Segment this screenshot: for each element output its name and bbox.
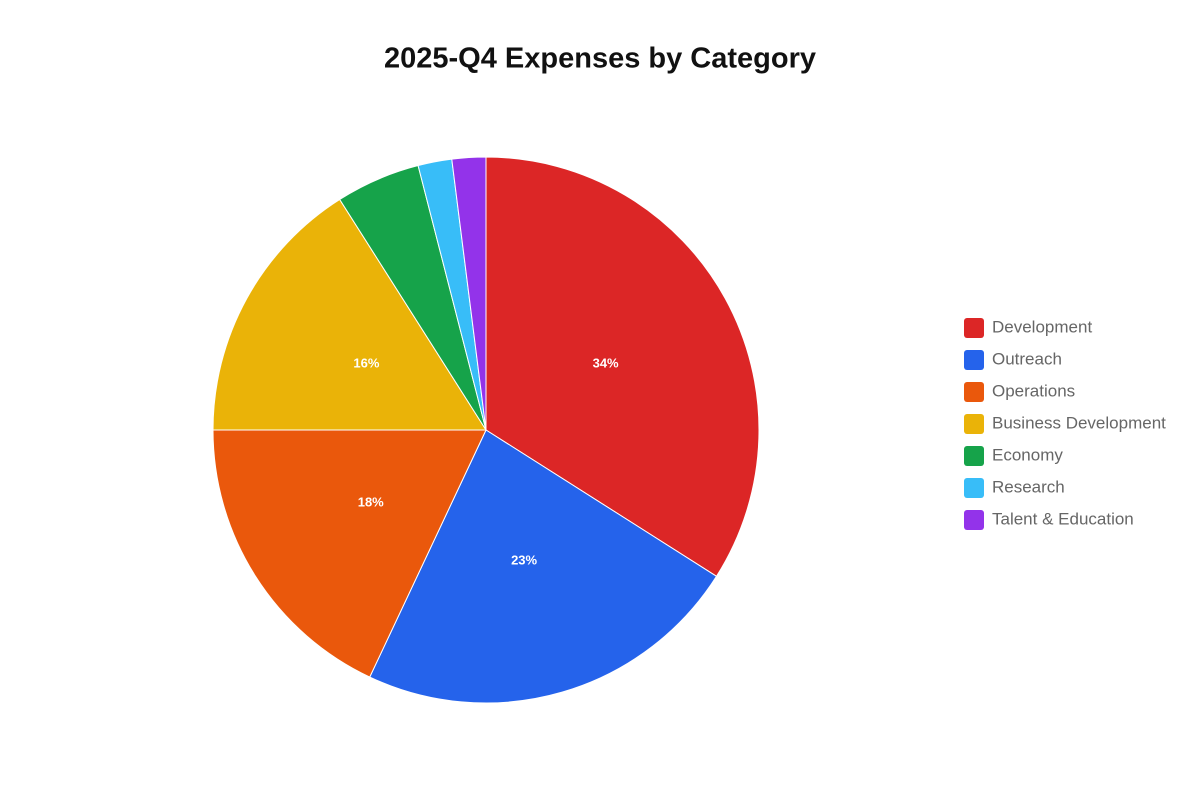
legend-swatch [964, 414, 984, 434]
pie-slice [485, 156, 760, 577]
legend-label: Economy [992, 445, 1063, 464]
legend-label: Business Development [992, 413, 1166, 432]
slice-label: 16% [353, 356, 379, 371]
legend-swatch [964, 350, 984, 370]
legend-label: Development [992, 317, 1092, 336]
legend-swatch [964, 382, 984, 402]
legend-swatch [964, 446, 984, 466]
legend-label: Outreach [992, 349, 1062, 368]
pie-slice [212, 429, 487, 678]
legend-swatch [964, 478, 984, 498]
slice-label: 23% [511, 553, 537, 568]
legend-label: Research [992, 477, 1065, 496]
legend-swatch [964, 318, 984, 338]
pie-slice [212, 198, 487, 431]
pie-slice [369, 429, 718, 704]
legend-swatch [964, 510, 984, 530]
slice-label: 34% [593, 356, 619, 371]
legend-label: Talent & Education [992, 509, 1134, 528]
pie-slice [451, 156, 487, 431]
slice-label: 18% [358, 495, 384, 510]
legend-label: Operations [992, 381, 1075, 400]
chart-title: 2025-Q4 Expenses by Category [384, 43, 816, 75]
